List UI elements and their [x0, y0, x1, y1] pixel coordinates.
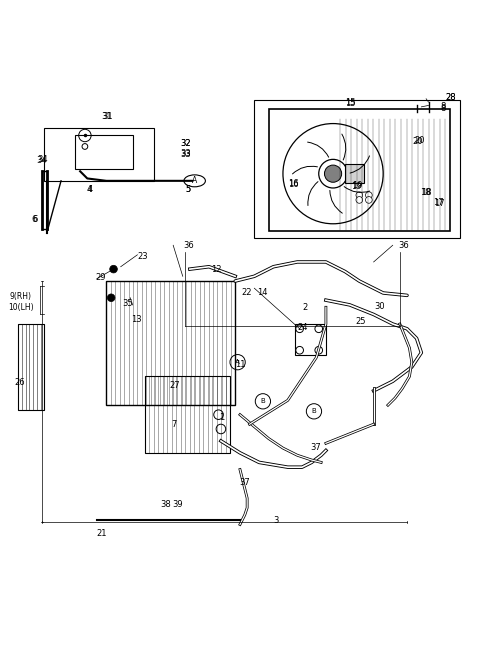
Text: 22: 22: [241, 288, 252, 297]
Text: 4: 4: [87, 185, 93, 194]
Text: 36: 36: [398, 241, 409, 249]
Text: 13: 13: [131, 315, 142, 324]
Text: 36: 36: [184, 241, 194, 249]
Bar: [107, 281, 235, 405]
Text: 16: 16: [288, 179, 299, 189]
Text: 15: 15: [345, 98, 356, 106]
Text: 37: 37: [311, 443, 322, 452]
Bar: [75, 135, 132, 169]
Text: 38: 38: [160, 500, 170, 509]
Text: A: A: [235, 359, 240, 365]
Text: 33: 33: [180, 150, 191, 159]
Text: 25: 25: [356, 317, 366, 326]
Circle shape: [356, 192, 363, 198]
Text: 32: 32: [180, 139, 191, 148]
Text: A: A: [192, 176, 197, 185]
Text: 17: 17: [434, 199, 445, 208]
Circle shape: [110, 265, 117, 273]
Text: 20: 20: [414, 136, 425, 145]
Text: 5: 5: [185, 185, 191, 194]
Text: 30: 30: [374, 302, 385, 311]
Text: B: B: [261, 399, 265, 404]
Text: 21: 21: [97, 529, 108, 538]
Circle shape: [365, 192, 372, 198]
Text: 32: 32: [180, 139, 191, 148]
Circle shape: [356, 196, 363, 203]
Text: 31: 31: [102, 112, 112, 121]
Text: 8: 8: [441, 102, 446, 111]
Circle shape: [315, 347, 323, 354]
Text: 18: 18: [420, 189, 431, 197]
Text: 1: 1: [219, 413, 225, 422]
Text: 34: 34: [37, 155, 48, 164]
Bar: [254, 100, 459, 238]
Bar: [345, 164, 364, 183]
Text: 20: 20: [413, 137, 423, 146]
Circle shape: [365, 196, 372, 203]
Text: 26: 26: [15, 378, 25, 387]
Text: 2: 2: [302, 303, 307, 312]
Text: 14: 14: [257, 288, 267, 297]
Text: 19: 19: [352, 181, 363, 190]
Text: 8: 8: [441, 104, 446, 113]
Text: 7: 7: [172, 420, 177, 429]
Bar: [18, 324, 44, 410]
Text: 9(RH): 9(RH): [10, 292, 32, 301]
Text: 18: 18: [421, 189, 432, 197]
Text: 34: 34: [36, 156, 47, 165]
Circle shape: [108, 294, 115, 301]
Text: 35: 35: [122, 299, 133, 308]
Circle shape: [324, 165, 342, 182]
Text: 6: 6: [33, 214, 38, 224]
Bar: [269, 110, 450, 231]
Text: 15: 15: [345, 98, 356, 108]
Text: 39: 39: [172, 500, 183, 509]
Text: B: B: [312, 408, 316, 414]
Bar: [144, 376, 230, 453]
Text: 27: 27: [169, 380, 180, 389]
Bar: [44, 128, 154, 181]
Bar: [295, 324, 326, 355]
Circle shape: [315, 325, 323, 332]
Text: 5: 5: [185, 185, 191, 194]
Text: 28: 28: [445, 93, 456, 102]
Text: 16: 16: [288, 179, 299, 188]
Text: 11: 11: [235, 360, 246, 369]
Text: 3: 3: [274, 516, 279, 525]
Text: 23: 23: [137, 251, 148, 260]
Text: 6: 6: [31, 214, 36, 224]
Text: 24: 24: [297, 323, 308, 332]
Text: 29: 29: [96, 273, 107, 283]
Text: 12: 12: [211, 264, 222, 273]
Text: 19: 19: [351, 182, 361, 191]
Circle shape: [296, 325, 303, 332]
Text: 37: 37: [239, 478, 250, 487]
Text: 31: 31: [103, 112, 113, 121]
Text: 4: 4: [86, 185, 92, 194]
Text: 28: 28: [445, 93, 456, 102]
Circle shape: [296, 347, 303, 354]
Text: 10(LH): 10(LH): [9, 303, 34, 312]
Text: 33: 33: [180, 149, 191, 158]
Text: 17: 17: [433, 198, 444, 207]
